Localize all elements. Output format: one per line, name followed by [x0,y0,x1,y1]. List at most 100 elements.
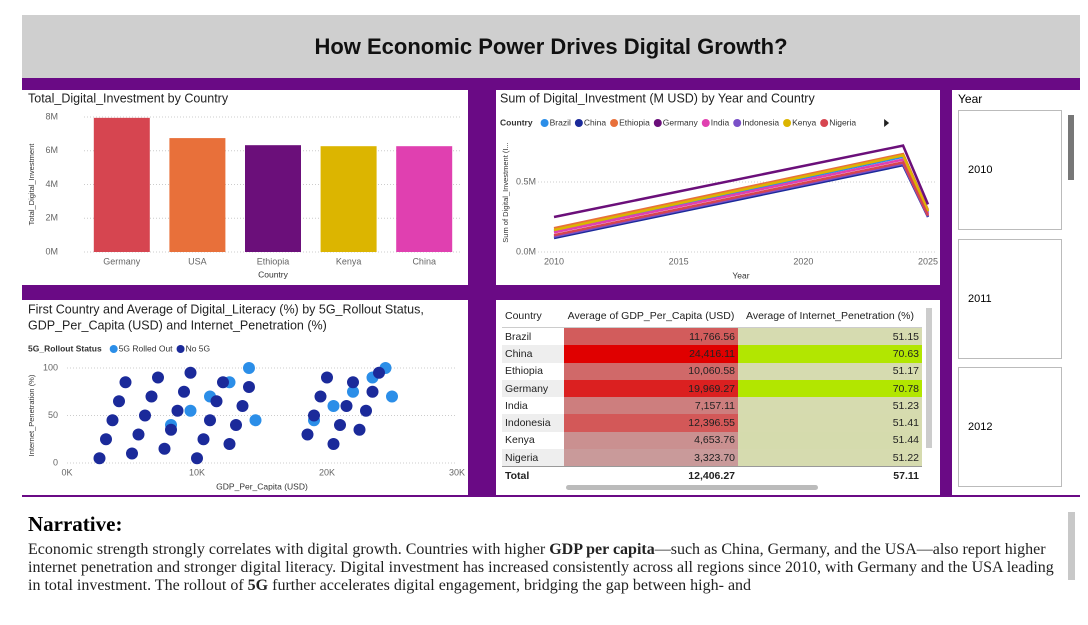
scrollbar[interactable] [566,485,818,490]
narrative-segment: Economic strength strongly correlates wi… [28,541,550,558]
point [191,452,203,465]
table-cell: 11,766.56 [564,327,738,346]
legend-label: 5G Rolled Out [119,343,173,353]
header-title: How Economic Power Drives Digital Growth… [22,15,1080,78]
point [126,447,138,460]
point [308,409,320,422]
legend-label: Germany [663,117,699,127]
table-row: China 24,416.11 70.63 [502,345,922,363]
legend-label: No 5G [186,343,211,353]
legend-marker [783,119,792,127]
line [553,144,930,219]
bar [245,145,301,252]
point [340,400,353,412]
table-cell: 10,060.58 [564,362,738,380]
x-tick-label: Kenya [336,256,362,266]
y-tick-label: 100 [43,362,58,372]
x-tick-label: 0K [61,467,72,477]
x-tick-label: 10K [189,467,205,477]
point [93,452,106,465]
point [347,385,359,398]
x-tick-label: USA [188,256,207,266]
table-cell: Ethiopia [505,365,543,378]
table-cell: India [505,399,528,412]
x-tick-label: Ethiopia [257,256,290,266]
legend-label: Indonesia [742,117,779,127]
line-chart: Sum of Digital_Investment (M USD) by Yea… [496,90,940,285]
table-cell: 51.22 [738,449,922,467]
point [236,400,249,412]
x-axis-label: GDP_Per_Capita (USD) [216,481,308,491]
table-cell: 70.78 [738,379,922,398]
x-axis-label: Year [732,270,749,280]
table-row: Kenya 4,653.76 51.44 [502,431,922,450]
table-visual: Country Average of GDP_Per_Capita (USD) Av… [496,300,940,495]
narrative-segment: GDP per capita [549,541,655,558]
bar-chart: Total_Digital_Investment by Country 0M 2M 4… [22,90,468,285]
chart-subtitle: GDP_Per_Capita (USD) and Internet_Penetr… [28,318,327,332]
table-cell: Kenya [505,434,535,447]
point [360,404,372,417]
slicer-item[interactable]: 2012 [958,367,1062,487]
legend-label: Nigeria [829,117,856,127]
total-cell: Total [505,470,530,483]
table-cell: 12,396.55 [564,414,738,432]
bar [320,146,377,252]
table-cell: 51.41 [738,414,922,432]
point [373,366,385,379]
table-row: India 7,157.11 51.23 [502,397,922,415]
point [152,371,164,384]
line [553,153,930,232]
y-axis-label: Internet_Penetration (%) [27,374,36,456]
chart-title: First Country and Average of Digital_Lit… [28,302,424,316]
table-cell: 51.44 [738,431,922,450]
point [165,423,177,436]
point [197,433,210,446]
point [230,419,242,431]
y-tick-label: 4M [45,179,58,189]
legend-title: Country [500,117,533,127]
scrollbar[interactable] [1068,512,1075,580]
point [217,376,229,389]
y-tick-label: 0M [45,246,58,256]
point [314,390,327,403]
table-cell: 51.17 [738,362,922,380]
legend-label: Ethiopia [619,117,650,127]
narrative-segment: 5G [247,577,269,594]
point [158,442,171,455]
slicer-item[interactable]: 2010 [958,110,1062,230]
scrollbar[interactable] [1068,115,1074,180]
point [106,414,119,427]
scrollbar[interactable] [926,308,932,448]
point [327,400,340,412]
point [334,419,346,431]
slicer-item[interactable]: 2011 [958,238,1062,359]
legend-marker [820,119,829,127]
table-row: Indonesia 12,396.55 51.41 [502,414,922,432]
point [171,404,184,417]
table-cell: 70.63 [738,345,922,363]
point [145,390,158,403]
column-header: Average of Internet_Penetration (%) [738,305,922,328]
x-tick-label: 2015 [669,256,689,266]
table-cell: 51.15 [738,327,922,346]
x-tick-label: 20K [319,467,335,477]
narrative-segment: further accelerates digital engagement, … [268,577,752,594]
narrative: Narrative: Economic strength strongly co… [22,510,1062,625]
x-tick-label: 2020 [793,256,813,266]
total-row: Total 12,406.27 57.11 [502,466,922,485]
table-cell: China [505,347,533,360]
x-tick-label: 2010 [544,256,564,266]
table-cell: 51.23 [738,397,922,415]
scatter-chart: First Country and Average of Digital_Lit… [22,300,468,495]
point [321,371,333,384]
table-cell: 7,157.11 [564,397,738,415]
bar [93,117,150,252]
narrative-segment: —such as China, Germany, and the USA—als… [28,541,1054,594]
point [178,385,190,398]
point [119,376,132,389]
column-header: Country [502,305,564,328]
bar [396,146,453,252]
x-axis-label: Country [258,269,289,279]
legend-marker [701,119,710,127]
